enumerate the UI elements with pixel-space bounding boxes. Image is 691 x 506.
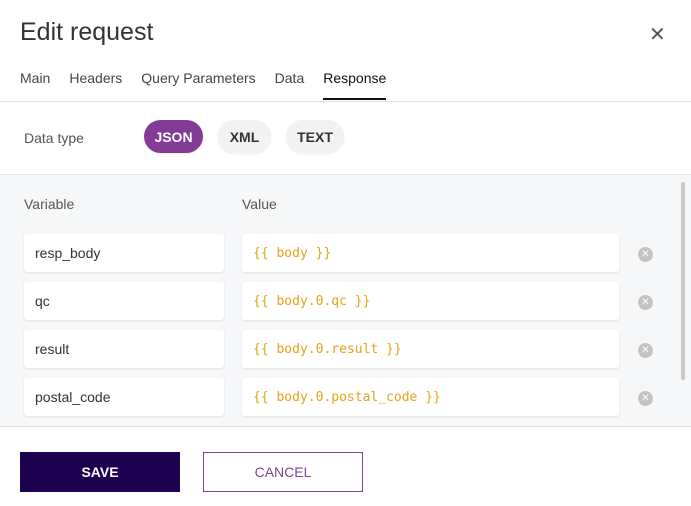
remove-row-icon[interactable]: ✕ <box>638 295 653 310</box>
dialog-title: Edit request <box>20 18 154 46</box>
tab-headers[interactable]: Headers <box>69 70 123 86</box>
value-input[interactable]: {{ body.0.qc }} <box>242 282 619 320</box>
remove-row-icon[interactable]: ✕ <box>638 391 653 406</box>
divider <box>0 101 691 102</box>
save-button[interactable]: SAVE <box>20 452 180 492</box>
data-type-label: Data type <box>24 130 84 146</box>
tab-response[interactable]: Response <box>323 70 387 100</box>
tab-data[interactable]: Data <box>274 70 305 86</box>
data-type-json[interactable]: JSON <box>144 120 203 153</box>
value-input[interactable]: {{ body.0.postal_code }} <box>242 378 619 416</box>
remove-row-icon[interactable]: ✕ <box>638 247 653 262</box>
value-input[interactable]: {{ body }} <box>242 234 619 272</box>
variable-header: Variable <box>24 196 75 212</box>
data-type-xml[interactable]: XML <box>218 120 271 153</box>
tab-bar: Main Headers Query Parameters Data Respo… <box>20 70 405 100</box>
value-header: Value <box>242 196 277 212</box>
variable-input[interactable]: qc <box>24 282 224 320</box>
tab-main[interactable]: Main <box>20 70 51 86</box>
tab-query-parameters[interactable]: Query Parameters <box>141 70 256 86</box>
cancel-button[interactable]: CANCEL <box>203 452 363 492</box>
data-type-text[interactable]: TEXT <box>286 120 344 153</box>
remove-row-icon[interactable]: ✕ <box>638 343 653 358</box>
variable-input[interactable]: postal_code <box>24 378 224 416</box>
variable-input[interactable]: resp_body <box>24 234 224 272</box>
close-icon[interactable]: ✕ <box>649 24 666 46</box>
variable-input[interactable]: result <box>24 330 224 368</box>
value-input[interactable]: {{ body.0.result }} <box>242 330 619 368</box>
scrollbar[interactable] <box>681 182 685 380</box>
